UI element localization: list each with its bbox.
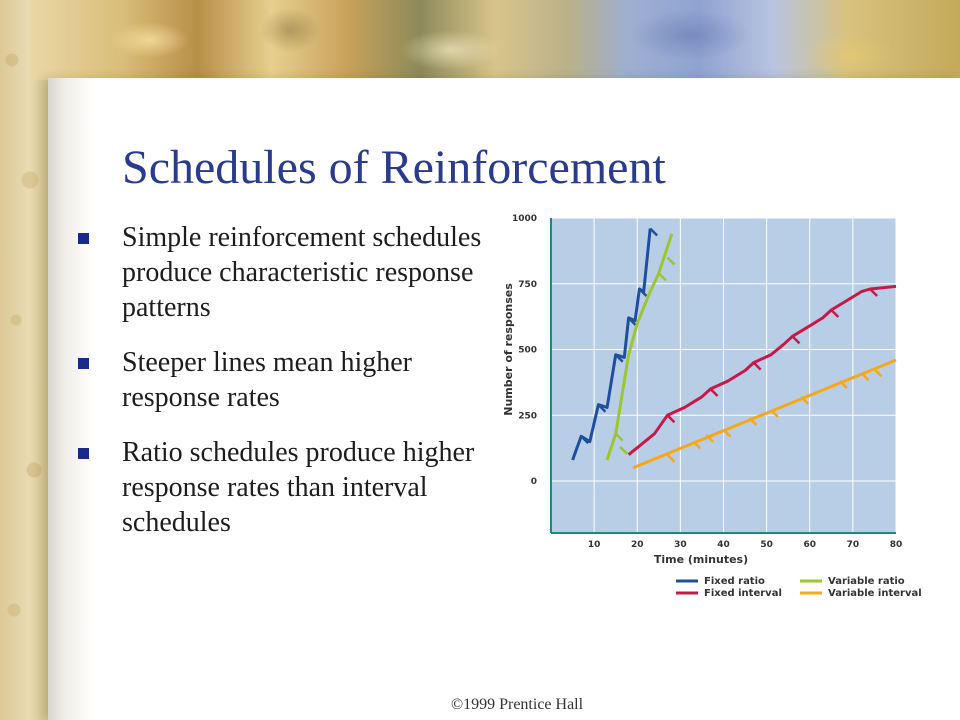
- reinforcement-mark: [649, 227, 659, 237]
- x-tick-label: 60: [803, 540, 816, 550]
- reinforcement-mark: [666, 453, 676, 463]
- reinforcement-mark: [614, 432, 624, 442]
- reinforcement-mark: [597, 403, 607, 413]
- y-tick-label: 0: [531, 477, 537, 487]
- bullet-item: Steeper lines mean higher response rates: [78, 345, 498, 415]
- reinforcement-mark: [791, 335, 801, 345]
- reinforcement-mark: [752, 361, 762, 371]
- x-tick-label: 30: [674, 540, 687, 550]
- reinforcement-mark: [705, 434, 715, 443]
- y-axis-label: Number of responses: [502, 283, 515, 416]
- x-tick-label: 20: [631, 540, 644, 550]
- reinforcement-mark: [580, 435, 590, 445]
- reinforcement-mark: [614, 353, 624, 363]
- parchment-strip: [0, 0, 48, 720]
- reinforcement-chart: 10 20 30 40 50 60 70 80 0 250 500 750 1000 Time (minu…: [502, 214, 922, 599]
- reinforcement-mark: [860, 372, 870, 382]
- reinforcement-mark: [692, 440, 702, 450]
- bullet-item: Ratio schedules produce higher response …: [78, 435, 498, 540]
- y-tick-label: 750: [518, 280, 537, 290]
- bullet-list: Simple reinforcement schedules produce c…: [78, 220, 498, 560]
- bullet-square-icon: [78, 358, 89, 369]
- reinforcement-mark: [619, 445, 628, 455]
- x-tick-label: 40: [717, 540, 730, 550]
- y-tick-label: 500: [518, 346, 537, 356]
- reinforcement-mark: [709, 388, 719, 397]
- reinforcement-mark: [748, 416, 758, 426]
- legend-label: Fixed interval: [704, 588, 782, 599]
- bullet-text: Simple reinforcement schedules produce c…: [122, 222, 482, 323]
- copyright-footer: ©1999 Prentice Hall: [450, 696, 584, 713]
- reinforcement-mark: [770, 409, 779, 418]
- bullet-square-icon: [78, 233, 89, 244]
- x-tick-label: 70: [847, 540, 860, 550]
- bullet-square-icon: [78, 448, 89, 459]
- reinforcement-mark: [666, 256, 676, 266]
- reinforcement-mark: [869, 288, 879, 297]
- x-tick-label: 80: [890, 540, 903, 550]
- bullet-item: Simple reinforcement schedules produce c…: [78, 220, 498, 325]
- reinforcement-mark: [839, 380, 848, 389]
- floral-banner: [30, 0, 960, 80]
- reinforcement-mark: [657, 272, 667, 282]
- x-axis-label: Time (minutes): [654, 553, 748, 566]
- reinforcement-mark: [722, 428, 732, 438]
- reinforcement-mark: [830, 309, 840, 318]
- x-tick-label: 50: [760, 540, 773, 550]
- x-tick-label: 10: [588, 540, 601, 550]
- legend-label: Fixed ratio: [704, 576, 765, 587]
- series-line: [632, 358, 897, 470]
- reinforcement-mark: [666, 414, 676, 424]
- y-tick-label: 1000: [512, 214, 537, 224]
- reinforcement-mark: [638, 288, 648, 297]
- reinforcement-mark: [873, 368, 883, 378]
- legend-label: Variable interval: [828, 588, 922, 599]
- bullet-text: Ratio schedules produce higher response …: [122, 437, 475, 538]
- slide-title: Schedules of Reinforcement: [122, 141, 666, 194]
- legend-label: Variable ratio: [828, 576, 905, 587]
- bullet-text: Steeper lines mean higher response rates: [122, 347, 413, 413]
- series-line: [627, 284, 897, 456]
- y-tick-label: 250: [518, 411, 537, 421]
- reinforcement-mark: [800, 395, 810, 405]
- reinforcement-mark: [627, 317, 637, 326]
